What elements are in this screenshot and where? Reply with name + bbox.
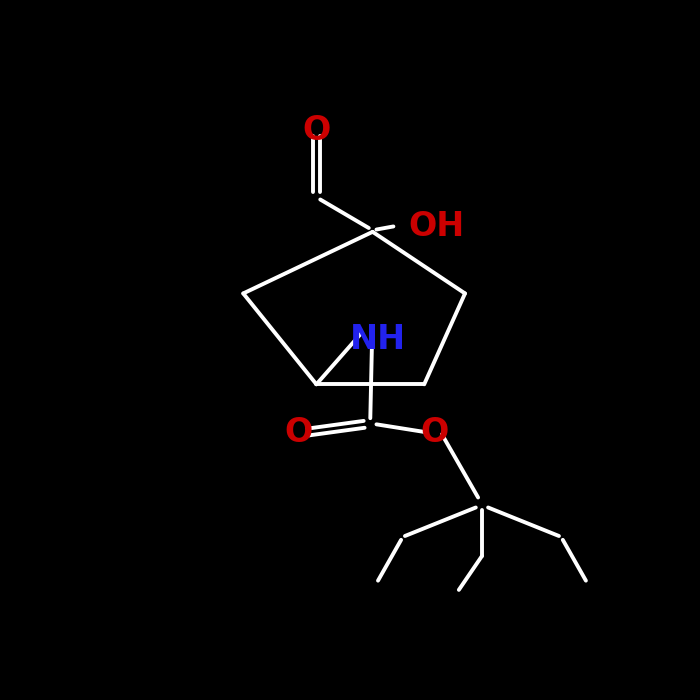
Text: OH: OH bbox=[409, 210, 465, 243]
Text: O: O bbox=[302, 113, 330, 147]
Text: O: O bbox=[420, 416, 448, 449]
Text: O: O bbox=[285, 416, 313, 449]
Text: NH: NH bbox=[350, 323, 406, 356]
